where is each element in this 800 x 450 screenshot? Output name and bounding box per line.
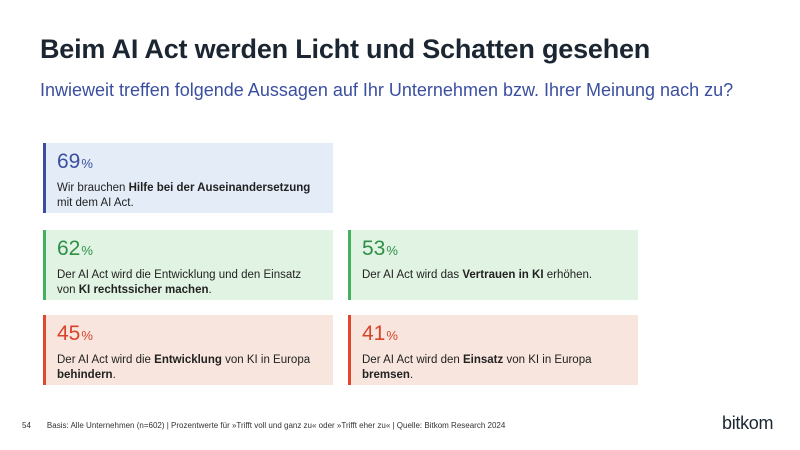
stat-card-slow-adoption: 41% Der AI Act wird den Einsatz von KI i… (348, 315, 638, 385)
page-subtitle: Inwieweit treffen folgende Aussagen auf … (40, 80, 734, 100)
footer: 54 Basis: Alle Unternehmen (n=602) | Proz… (22, 421, 505, 430)
statement-text: Der AI Act wird die (57, 354, 155, 366)
percentage-value: 69 (57, 150, 81, 173)
statement-bold: behindern (57, 369, 113, 381)
page-number: 54 (22, 421, 31, 430)
card-percentage: 69% (57, 149, 333, 177)
percent-sign: % (386, 243, 398, 258)
statement-bold: Einsatz (463, 354, 504, 366)
statement-bold: Vertrauen in KI (462, 269, 544, 281)
statement-text: . (409, 369, 414, 381)
card-statement: Der AI Act wird die Entwicklung und den … (57, 268, 333, 298)
card-percentage: 53% (362, 236, 638, 264)
percent-sign: % (81, 328, 93, 343)
percent-sign: % (386, 328, 398, 343)
card-statement: Der AI Act wird die Entwicklung von KI i… (57, 353, 333, 383)
stat-card-hinder-development: 45% Der AI Act wird die Entwicklung von … (43, 315, 333, 385)
percent-sign: % (81, 243, 93, 258)
percentage-value: 53 (362, 237, 386, 260)
statement-text: erhöhen. (543, 269, 593, 281)
statement-bold: KI rechtssicher machen (78, 284, 209, 296)
footer-note: Basis: Alle Unternehmen (n=602) | Prozen… (46, 421, 506, 430)
statement-text: Der AI Act wird das (362, 269, 463, 281)
statement-text: . (208, 284, 212, 296)
statement-bold: Hilfe bei der Auseinandersetzung (128, 182, 311, 194)
statement-text: Wir brauchen (57, 182, 129, 194)
bitkom-logo: bitkom (722, 413, 774, 433)
card-percentage: 62% (57, 236, 333, 264)
percentage-value: 62 (57, 237, 81, 260)
card-accent-bar (348, 315, 351, 385)
stat-card-trust: 53% Der AI Act wird das Vertrauen in KI … (348, 230, 638, 300)
stat-card-help-needed: 69% Wir brauchen Hilfe bei der Auseinand… (43, 143, 333, 213)
percentage-value: 45 (57, 322, 81, 345)
card-accent-bar (43, 143, 46, 213)
card-accent-bar (43, 315, 46, 385)
card-accent-bar (348, 230, 351, 300)
page-title: Beim AI Act werden Licht und Schatten ge… (40, 34, 651, 64)
card-percentage: 45% (57, 321, 333, 349)
statement-text: von (57, 284, 79, 296)
card-statement: Wir brauchen Hilfe bei der Auseinanderse… (57, 181, 333, 211)
card-accent-bar (43, 230, 46, 300)
statement-text: von KI in Europa (221, 354, 311, 366)
percentage-value: 41 (362, 322, 386, 345)
card-statement: Der AI Act wird das Vertrauen in KI erhö… (362, 268, 638, 283)
statement-text: von KI in Europa (503, 354, 592, 366)
statement-text: mit dem AI Act. (57, 197, 134, 209)
statement-bold: Entwicklung (154, 354, 222, 366)
card-percentage: 41% (362, 321, 638, 349)
statement-text: Der AI Act wird den (362, 354, 463, 366)
percent-sign: % (81, 156, 93, 171)
statement-text: . (112, 369, 116, 381)
statement-bold: bremsen (362, 369, 410, 381)
statement-text: Der AI Act wird die Entwicklung und den … (57, 269, 302, 281)
card-statement: Der AI Act wird den Einsatz von KI in Eu… (362, 353, 638, 383)
stat-card-legal-certainty: 62% Der AI Act wird die Entwicklung und … (43, 230, 333, 300)
